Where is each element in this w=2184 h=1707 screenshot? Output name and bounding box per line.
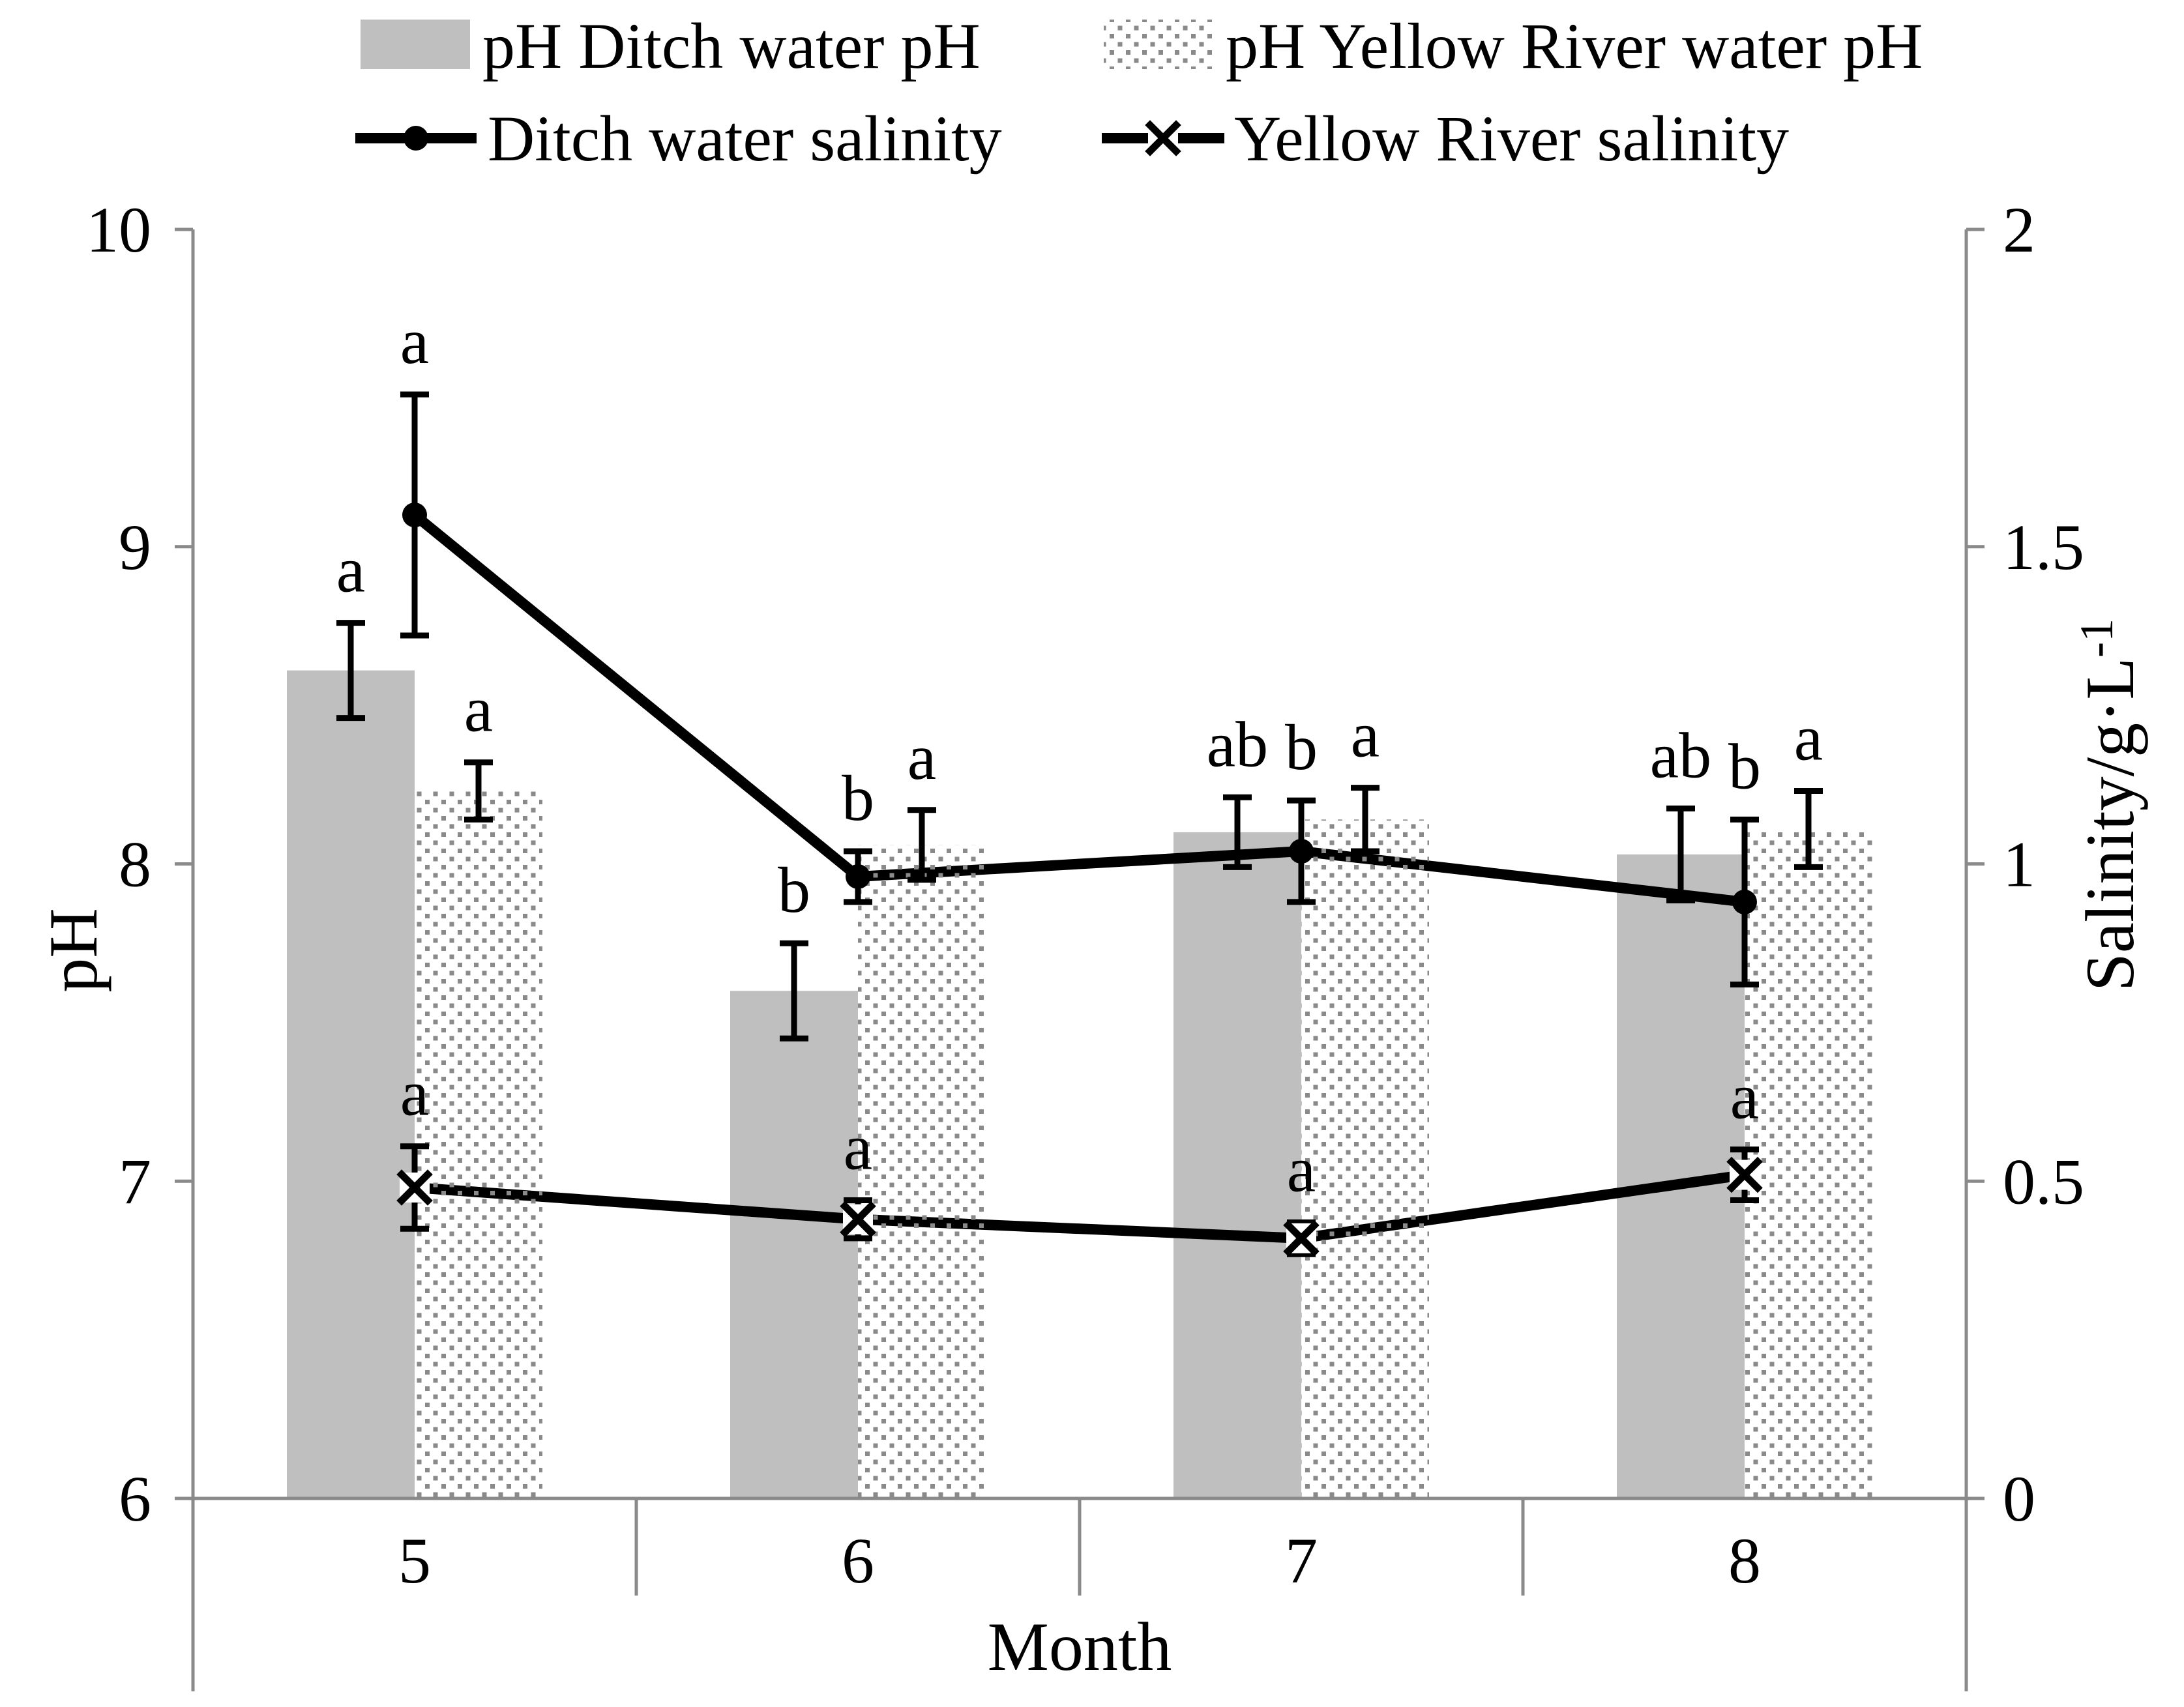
sig-letter: a <box>400 1057 429 1130</box>
sig-letter: a <box>844 1111 872 1183</box>
legend-label-ditch-salinity: Ditch water salinity <box>488 102 1002 175</box>
legend-swatch-solid-gray <box>361 20 470 69</box>
tick-label-left: 9 <box>119 511 151 583</box>
line-yellow-river-salinity <box>414 1169 1746 1244</box>
marker-x <box>1726 1156 1763 1193</box>
tick-label-left: 10 <box>86 194 151 266</box>
sig-letter: a <box>1351 699 1380 771</box>
legend-marker-circle <box>404 126 428 151</box>
month-tick-label: 8 <box>1728 1525 1761 1597</box>
tick-label-left: 6 <box>119 1463 151 1535</box>
marker-x <box>1145 120 1181 156</box>
line-ditch-water-salinity <box>411 510 1745 907</box>
bar-ditch-water-ph <box>1173 832 1301 1498</box>
marker-x <box>840 1201 876 1238</box>
month-tick-label: 7 <box>1285 1525 1318 1597</box>
bar-yellow-river-ph <box>415 791 542 1498</box>
sig-letter: ab <box>1650 719 1711 791</box>
marker-circle <box>1732 889 1757 914</box>
bar-series-yellow-river-ph <box>415 791 1872 1498</box>
legend-label-ditch-ph: pH Ditch water pH <box>482 10 981 82</box>
tick-label-right: 1 <box>2003 828 2035 901</box>
sig-letter: a <box>400 305 429 377</box>
y-axis-title-right: Salinity/g·L-1 <box>2071 619 2148 991</box>
sig-letter: ab <box>1207 708 1268 780</box>
month-tick-label: 5 <box>398 1525 431 1597</box>
bar-ditch-water-ph <box>287 670 415 1498</box>
bar-ditch-water-ph <box>730 991 858 1498</box>
marker-circle <box>846 864 870 889</box>
sig-letter: a <box>1794 702 1823 774</box>
bar-yellow-river-ph <box>1745 828 1872 1498</box>
y-axis-title-left: pH <box>35 908 111 993</box>
legend-label-yellow-river-ph: pH Yellow River water pH <box>1226 10 1923 82</box>
bar-yellow-river-ph <box>858 845 986 1498</box>
sig-letter: b <box>1728 730 1761 802</box>
marker-x <box>396 1169 433 1206</box>
tick-label-left: 8 <box>119 828 151 901</box>
marker-x <box>1283 1220 1320 1257</box>
legend-swatch-dotted <box>1104 20 1213 69</box>
sig-letter: a <box>908 721 936 793</box>
axes: 6 7 8 9 10 0 0.5 1 1.5 2 5 6 7 8 Month pH Salinity/g·L-1 <box>35 194 2148 1691</box>
sig-letter: a <box>1730 1060 1759 1133</box>
sig-letter: a <box>1287 1133 1316 1206</box>
legend: pH Ditch water pH pH Yellow River water p… <box>355 10 1923 175</box>
legend-label-yellow-river-salinity: Yellow River salinity <box>1234 102 1789 175</box>
tick-label-right: 0 <box>2003 1463 2035 1535</box>
line-series-group <box>411 510 1746 1244</box>
line-markers <box>396 503 1763 1257</box>
tick-label-right: 1.5 <box>2003 511 2084 583</box>
marker-circle <box>402 503 427 528</box>
tick-label-right: 2 <box>2003 194 2035 266</box>
sig-letter: b <box>1285 711 1318 783</box>
sig-letter: a <box>464 673 493 746</box>
sig-letter: a <box>336 534 365 606</box>
x-axis-title: Month <box>988 1609 1172 1685</box>
month-tick-label: 6 <box>842 1525 874 1597</box>
tick-label-left: 7 <box>119 1145 151 1218</box>
tick-label-right: 0.5 <box>2003 1145 2084 1218</box>
sig-letter: b <box>778 854 810 926</box>
sig-letter: b <box>842 762 874 834</box>
marker-circle <box>1289 839 1314 864</box>
bar-series-ditch-water-ph <box>287 670 1745 1498</box>
bar-yellow-river-ph <box>1301 819 1429 1498</box>
